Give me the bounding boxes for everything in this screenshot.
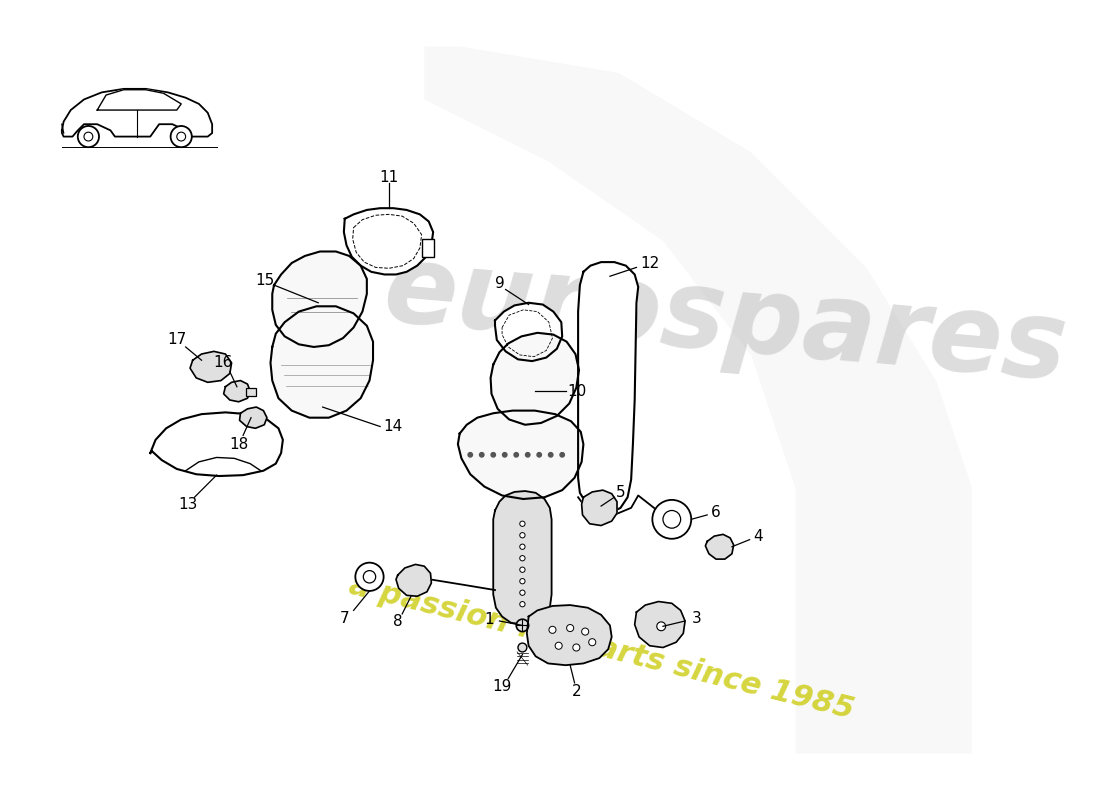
Text: 17: 17 xyxy=(167,332,186,347)
Circle shape xyxy=(520,590,525,595)
Text: 6: 6 xyxy=(711,505,720,520)
Text: 2: 2 xyxy=(572,684,581,699)
Polygon shape xyxy=(344,208,433,274)
Circle shape xyxy=(84,132,92,141)
Text: 15: 15 xyxy=(255,273,275,288)
Circle shape xyxy=(520,544,525,550)
Polygon shape xyxy=(527,605,612,665)
Text: 10: 10 xyxy=(568,384,586,398)
Circle shape xyxy=(560,453,564,457)
Circle shape xyxy=(537,453,541,457)
Text: 4: 4 xyxy=(754,529,763,544)
Text: 18: 18 xyxy=(229,437,249,452)
Text: a passion for parts since 1985: a passion for parts since 1985 xyxy=(345,570,857,724)
Circle shape xyxy=(520,578,525,584)
Polygon shape xyxy=(635,602,685,647)
Circle shape xyxy=(170,126,191,147)
Text: 19: 19 xyxy=(493,679,512,694)
Polygon shape xyxy=(396,565,431,596)
Text: 7: 7 xyxy=(340,611,350,626)
Polygon shape xyxy=(223,381,250,402)
Circle shape xyxy=(491,453,495,457)
Circle shape xyxy=(355,562,384,591)
Circle shape xyxy=(520,567,525,572)
Bar xyxy=(421,239,434,257)
Text: 3: 3 xyxy=(692,611,702,626)
Circle shape xyxy=(549,453,553,457)
Circle shape xyxy=(520,533,525,538)
Text: 16: 16 xyxy=(213,355,232,370)
Polygon shape xyxy=(579,262,638,513)
Polygon shape xyxy=(491,333,579,425)
Circle shape xyxy=(566,625,574,631)
Polygon shape xyxy=(425,46,972,754)
Circle shape xyxy=(663,510,681,528)
Circle shape xyxy=(573,644,580,651)
Polygon shape xyxy=(151,412,283,476)
Circle shape xyxy=(363,570,376,583)
Circle shape xyxy=(518,643,527,652)
Circle shape xyxy=(549,626,556,634)
Circle shape xyxy=(526,453,530,457)
Polygon shape xyxy=(190,351,232,382)
Polygon shape xyxy=(62,89,212,137)
Polygon shape xyxy=(493,491,551,625)
Circle shape xyxy=(556,642,562,650)
Text: 5: 5 xyxy=(616,486,625,500)
Circle shape xyxy=(657,622,665,630)
Circle shape xyxy=(520,602,525,607)
Polygon shape xyxy=(271,306,373,418)
Polygon shape xyxy=(495,302,562,361)
Circle shape xyxy=(469,453,473,457)
Circle shape xyxy=(516,619,529,631)
Polygon shape xyxy=(458,410,583,499)
Circle shape xyxy=(520,521,525,526)
Text: 14: 14 xyxy=(384,419,403,434)
Circle shape xyxy=(520,555,525,561)
Text: 1: 1 xyxy=(484,612,494,626)
Circle shape xyxy=(582,628,588,635)
Circle shape xyxy=(514,453,518,457)
Polygon shape xyxy=(582,490,617,526)
Polygon shape xyxy=(240,407,267,428)
Bar xyxy=(245,388,256,395)
Text: 8: 8 xyxy=(393,614,403,630)
Circle shape xyxy=(652,500,691,538)
Circle shape xyxy=(480,453,484,457)
Circle shape xyxy=(503,453,507,457)
Circle shape xyxy=(177,132,186,141)
Text: 9: 9 xyxy=(495,276,504,291)
Text: 13: 13 xyxy=(178,497,198,512)
Circle shape xyxy=(78,126,99,147)
Text: eurospares: eurospares xyxy=(378,238,1070,403)
Text: 11: 11 xyxy=(379,170,398,185)
Polygon shape xyxy=(97,90,182,110)
Text: 12: 12 xyxy=(640,256,659,271)
Polygon shape xyxy=(273,251,366,347)
Circle shape xyxy=(588,638,596,646)
Polygon shape xyxy=(705,534,734,559)
